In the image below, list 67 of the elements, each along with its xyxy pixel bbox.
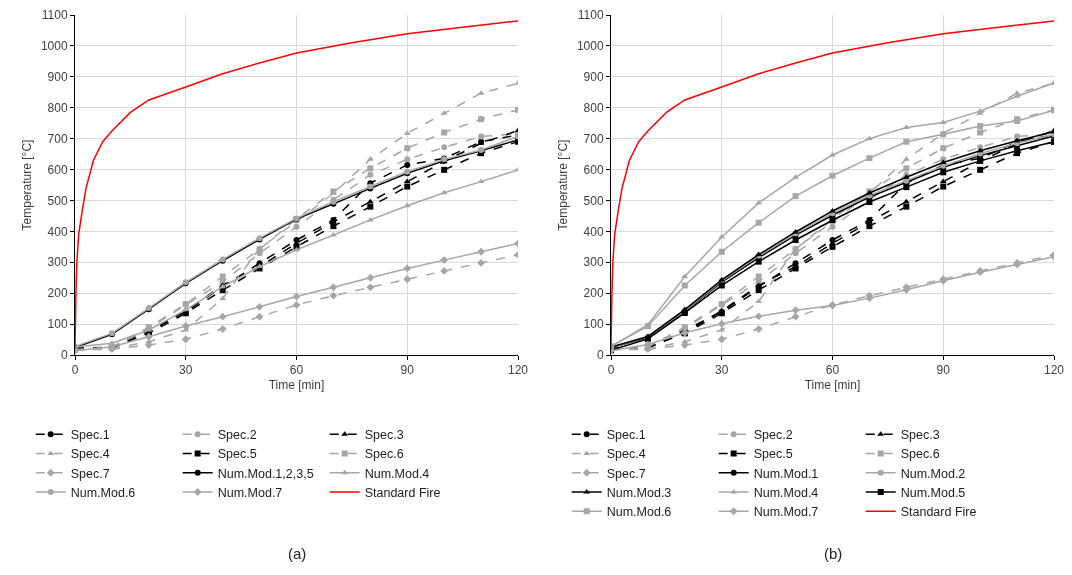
text: (a) [288, 545, 307, 562]
legend-label: Num.Mod.1,2,3,5 [217, 466, 314, 481]
y-axis-title: Temperature [°C] [20, 139, 35, 231]
legend-label: Spec.3 [364, 428, 404, 443]
legend-label: Spec.3 [900, 428, 940, 443]
legend-label: Spec.2 [753, 428, 793, 443]
y-tick-label: 900 [583, 70, 604, 85]
legend-label: Num.Mod.1 [753, 466, 819, 481]
x-axis-title: Time [min] [268, 378, 325, 393]
y-axis-title: Temperature [°C] [556, 139, 571, 231]
legend-label: Num.Mod.5 [900, 485, 966, 500]
y-tick-label: 600 [583, 162, 604, 177]
legend-label: Standard Fire [364, 485, 441, 500]
legend-label: Spec.2 [217, 428, 257, 443]
x-tick-label: 30 [715, 363, 729, 378]
y-tick-label: 300 [47, 255, 68, 270]
legend-label: Spec.6 [900, 447, 940, 462]
y-tick-label: 400 [583, 224, 604, 239]
y-tick-label: 1000 [576, 39, 604, 54]
legend-label: Num.Mod.6 [606, 505, 672, 520]
y-tick-label: 500 [583, 193, 604, 208]
x-tick-label: 0 [607, 363, 615, 378]
legend-label: Num.Mod.7 [753, 505, 819, 520]
x-tick-label: 120 [507, 363, 529, 378]
y-tick-label: 400 [47, 224, 68, 239]
y-tick-label: 900 [47, 70, 68, 85]
y-tick-label: 0 [60, 348, 68, 363]
legend-label: Spec.7 [606, 466, 646, 481]
legend-label: Num.Mod.2 [900, 466, 966, 481]
legend-label: Num.Mod.6 [70, 485, 136, 500]
legend-label: Spec.1 [70, 428, 110, 443]
legend-label: Spec.7 [70, 466, 110, 481]
y-tick-label: 1100 [577, 8, 604, 23]
y-tick-label: 0 [596, 348, 604, 363]
legend-label: Num.Mod.7 [217, 485, 283, 500]
legend-label: Spec.6 [364, 447, 404, 462]
legend-label: Spec.1 [606, 428, 646, 443]
y-tick-label: 500 [47, 193, 68, 208]
legend-label: Spec.5 [753, 447, 793, 462]
legend-label: Spec.4 [70, 447, 110, 462]
y-tick-label: 800 [47, 100, 68, 115]
legend-label: Standard Fire [900, 505, 977, 520]
x-tick-label: 90 [936, 363, 951, 378]
y-tick-label: 200 [583, 286, 604, 301]
x-axis-title: Time [min] [804, 378, 861, 393]
y-tick-label: 700 [583, 131, 604, 146]
x-tick-label: 120 [1043, 363, 1065, 378]
x-tick-label: 30 [179, 363, 193, 378]
y-tick-label: 600 [47, 162, 68, 177]
y-tick-label: 300 [583, 255, 604, 270]
y-tick-label: 200 [47, 286, 68, 301]
y-tick-label: 100 [47, 317, 68, 332]
x-tick-label: 0 [71, 363, 79, 378]
text: (b) [824, 545, 843, 562]
x-tick-label: 60 [825, 363, 840, 378]
y-tick-label: 1000 [40, 39, 68, 54]
legend-label: Spec.5 [217, 447, 257, 462]
legend-label: Num.Mod.3 [606, 485, 672, 500]
legend-label: Num.Mod.4 [753, 485, 819, 500]
y-tick-label: 1100 [41, 8, 68, 23]
y-tick-label: 100 [583, 317, 604, 332]
legend-label: Num.Mod.4 [364, 466, 430, 481]
x-tick-label: 60 [289, 363, 304, 378]
y-tick-label: 800 [583, 100, 604, 115]
x-tick-label: 90 [400, 363, 415, 378]
y-tick-label: 700 [47, 131, 68, 146]
legend-label: Spec.4 [606, 447, 646, 462]
